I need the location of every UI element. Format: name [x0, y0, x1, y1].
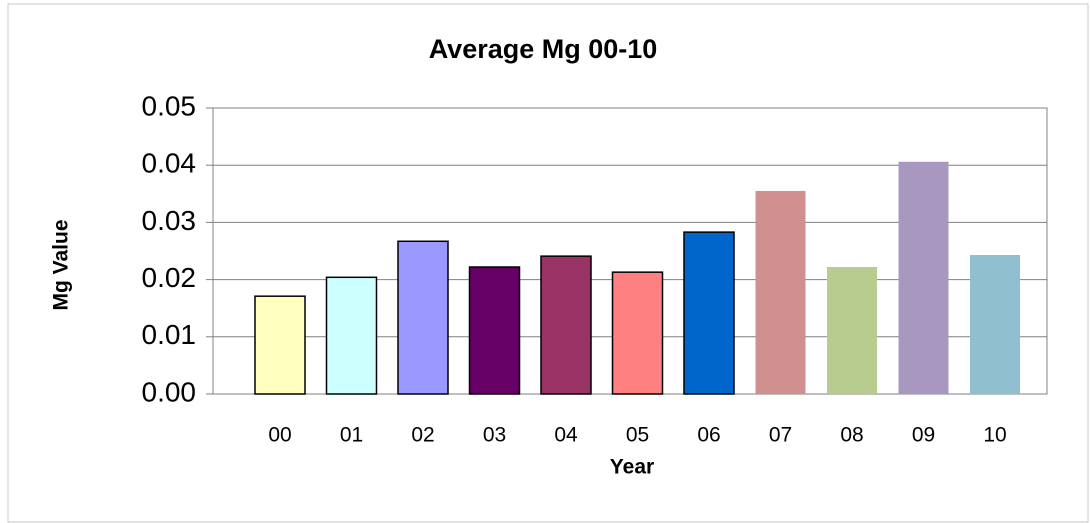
bar: [827, 267, 877, 394]
x-axis-label: Year: [610, 456, 654, 479]
bar: [397, 240, 449, 395]
chart-title: Average Mg 00-10: [429, 34, 658, 64]
x-tick-label: 09: [912, 424, 935, 447]
bar: [683, 231, 735, 395]
y-tick-label: 0.02: [142, 262, 197, 293]
y-tick-label: 0.05: [142, 90, 197, 121]
y-tick-label: 0.04: [142, 148, 197, 179]
bar: [254, 295, 306, 395]
bar: [325, 276, 378, 395]
x-tick-label: 04: [554, 424, 578, 447]
y-axis-label: Mg Value: [50, 219, 73, 310]
x-tick-label: 02: [411, 424, 434, 447]
x-tick-label: 10: [983, 424, 1006, 447]
bar: [468, 266, 521, 395]
x-tick-label: 01: [340, 424, 363, 447]
x-tick-label: 03: [483, 424, 506, 447]
bar: [755, 190, 806, 394]
y-tick-label: 0.00: [142, 376, 197, 407]
bar: [540, 255, 592, 395]
y-tick-label: 0.03: [142, 205, 197, 236]
x-tick-label: 08: [840, 424, 863, 447]
y-tick-label: 0.01: [142, 319, 197, 350]
x-tick-label: 06: [697, 424, 720, 447]
x-tick-label: 00: [268, 424, 291, 447]
bar: [970, 255, 1020, 394]
x-tick-label: 07: [769, 424, 792, 447]
bar: [611, 271, 664, 395]
x-tick-label: 05: [626, 424, 649, 447]
bar: [898, 161, 949, 394]
